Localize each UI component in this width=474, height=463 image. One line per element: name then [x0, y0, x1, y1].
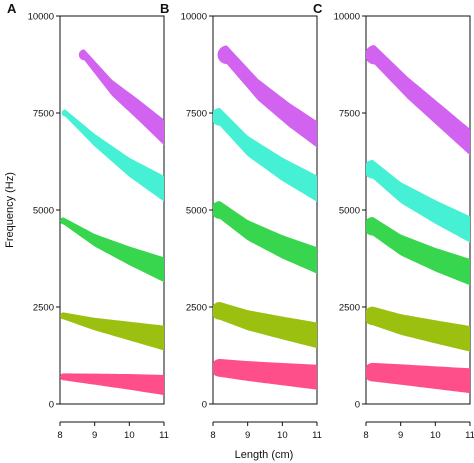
y-tick-label: 5000	[33, 206, 54, 217]
series-group	[213, 45, 317, 390]
series-band-1	[213, 358, 317, 390]
series-band-3	[213, 201, 317, 274]
y-tick-label: 0	[49, 400, 54, 411]
y-tick-label: 7500	[186, 109, 207, 120]
series-group	[60, 49, 164, 396]
y-tick-label: 10000	[334, 12, 360, 23]
y-tick-label: 10000	[181, 12, 207, 23]
series-band-4	[366, 159, 470, 243]
x-tick-label: 9	[398, 430, 403, 441]
x-tick-label: 9	[92, 430, 97, 441]
panel-b: B 0 2500 5000 7500 10000 8 9 10 11	[160, 1, 322, 441]
y-tick-label: 7500	[339, 109, 360, 120]
series-band-4	[213, 107, 317, 202]
y-tick-label: 5000	[339, 206, 360, 217]
series-band-2	[213, 301, 317, 349]
x-tick-label: 10	[430, 430, 441, 441]
y-tick-label: 2500	[339, 303, 360, 314]
y-tick-label: 5000	[186, 206, 207, 217]
series-group	[366, 45, 470, 394]
panel-letter: B	[160, 1, 169, 16]
x-tick-label: 10	[277, 430, 288, 441]
x-tick-label: 9	[245, 430, 250, 441]
y-tick-label: 2500	[186, 303, 207, 314]
panels: A 0 2500 5000 7500 10000 8 9 10 11 B 0 2500 5000 7500 1…	[7, 1, 474, 441]
x-tick-label: 8	[210, 430, 215, 441]
series-band-5	[366, 45, 470, 156]
x-tick-label: 10	[124, 430, 135, 441]
series-band-1	[366, 362, 470, 394]
x-tick-label: 8	[363, 430, 368, 441]
y-tick-label: 7500	[33, 109, 54, 120]
x-tick-label: 11	[465, 430, 474, 441]
panel-letter: A	[7, 1, 17, 16]
series-band-2	[60, 312, 164, 351]
panel-letter: C	[313, 1, 323, 16]
x-tick-label: 11	[312, 430, 322, 441]
y-tick-label: 10000	[28, 12, 54, 23]
series-band-5	[217, 45, 317, 148]
series-band-5	[78, 49, 164, 146]
series-band-2	[366, 306, 470, 352]
series-band-1	[60, 373, 164, 396]
y-axis-title: Frequency (Hz)	[4, 172, 16, 248]
x-axis-title: Length (cm)	[235, 449, 294, 461]
panel-a: A 0 2500 5000 7500 10000 8 9 10 11	[7, 1, 169, 441]
series-band-3	[60, 217, 164, 283]
y-tick-label: 0	[355, 400, 360, 411]
x-tick-label: 8	[57, 430, 62, 441]
x-tick-label: 11	[159, 430, 169, 441]
panel-c: C 0 2500 5000 7500 10000 8 9 10 11	[313, 1, 474, 441]
y-tick-label: 0	[202, 400, 207, 411]
y-tick-label: 2500	[33, 303, 54, 314]
series-band-3	[366, 216, 470, 286]
series-band-4	[61, 109, 164, 202]
